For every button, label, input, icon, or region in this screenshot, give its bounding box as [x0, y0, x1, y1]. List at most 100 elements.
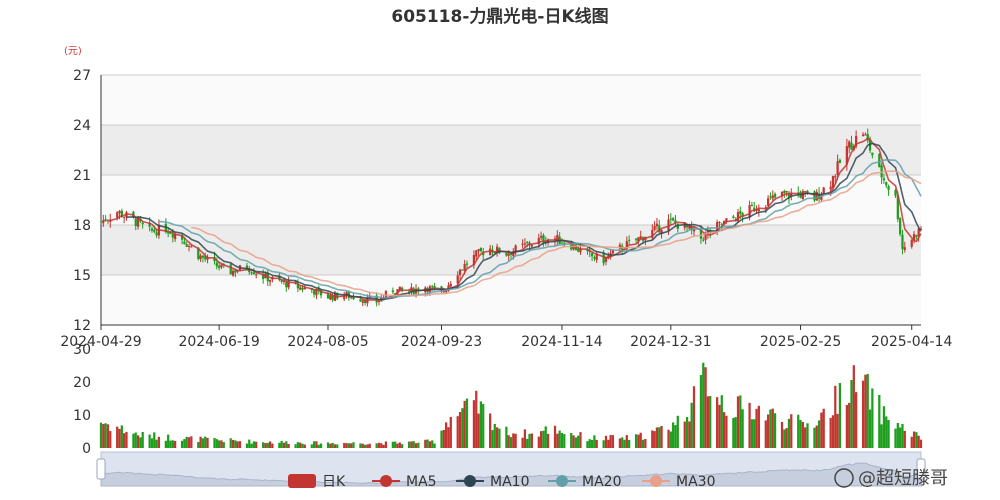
candle-body	[718, 222, 721, 224]
legend-item-ma10[interactable]: MA10	[456, 474, 529, 490]
volume-bar	[917, 435, 920, 448]
data-zoom-right-handle[interactable]	[916, 458, 926, 480]
volume-bar	[672, 422, 675, 448]
data-zoom-left-handle[interactable]	[96, 458, 106, 480]
volume-bar	[621, 437, 624, 448]
volume-bar	[396, 443, 399, 448]
volume-bar	[361, 443, 364, 448]
volume-bar	[343, 442, 346, 448]
volume-bar	[820, 412, 823, 448]
candle-body	[579, 248, 582, 253]
volume-bars	[99, 362, 923, 448]
volume-bar	[477, 413, 480, 448]
candle-body	[822, 187, 825, 194]
volume-bar	[222, 442, 225, 448]
volume-bar	[736, 396, 740, 448]
candle-body	[611, 249, 615, 254]
chart-legend[interactable]: 日K MA5 MA10 MA20 MA30	[288, 474, 715, 490]
volume-bar	[489, 413, 492, 448]
candle-body	[345, 292, 348, 296]
volume-bar	[493, 423, 496, 448]
volume-bar	[658, 427, 661, 448]
candle-body	[757, 209, 760, 211]
volume-bar	[660, 425, 663, 448]
volume-bar	[722, 412, 726, 448]
candle-body	[199, 255, 202, 260]
volume-bar	[704, 367, 707, 448]
candle-body	[245, 265, 249, 269]
volume-bar	[199, 436, 202, 448]
volume-bar	[417, 442, 420, 448]
volume-bar	[123, 433, 126, 448]
volume-bar	[463, 400, 466, 448]
legend-item-ma5[interactable]: MA5	[372, 474, 437, 490]
volume-bar	[336, 444, 339, 448]
candle-body	[861, 134, 865, 137]
candle-body	[282, 281, 286, 283]
volume-bar	[845, 405, 849, 448]
candle-body	[296, 283, 300, 289]
candle-body	[134, 218, 137, 227]
candle-body	[220, 264, 223, 268]
volume-bar	[625, 435, 628, 448]
volume-bar	[187, 437, 191, 448]
grid-band	[101, 275, 921, 325]
volume-bar	[829, 417, 832, 448]
candle-body	[255, 274, 258, 276]
volume-bar	[702, 362, 705, 448]
candle-body	[118, 210, 121, 214]
volume-bar	[461, 408, 464, 448]
candle-body	[264, 273, 267, 279]
volume-bar	[850, 380, 853, 448]
volume-bar	[838, 383, 842, 448]
volume-bar	[169, 440, 172, 448]
candle-body	[542, 235, 545, 243]
volume-bar	[544, 426, 547, 448]
volume-bar	[262, 442, 265, 448]
volume-bar	[618, 438, 621, 448]
volume-bar	[456, 416, 459, 448]
volume-bar	[106, 424, 110, 448]
volume-bar	[667, 429, 670, 448]
volume-bar	[491, 430, 494, 448]
candle-body	[215, 262, 218, 267]
volume-bar	[848, 402, 851, 448]
x-tick-label: 2025-04-14	[871, 334, 952, 350]
volume-bar	[896, 423, 899, 448]
candle-body	[910, 239, 913, 247]
candle-body	[560, 242, 564, 244]
legend-item-ma20[interactable]: MA20	[548, 474, 621, 490]
legend-item-ma30[interactable]: MA30	[642, 474, 715, 490]
candle-body	[312, 290, 316, 295]
candle-body	[173, 234, 177, 240]
y-tick-label: 18	[73, 218, 91, 234]
candle-body	[676, 223, 679, 229]
volume-bar	[380, 443, 383, 448]
candle-body	[398, 286, 401, 291]
candle-body	[780, 191, 784, 196]
volume-bar	[197, 442, 200, 448]
data-zoom-slider[interactable]	[96, 451, 926, 487]
volume-bar	[720, 395, 723, 448]
grid-band	[101, 75, 921, 125]
volume-bar	[546, 433, 550, 448]
volume-bar	[683, 421, 686, 448]
candle-body	[539, 236, 543, 238]
volume-bar	[709, 395, 712, 448]
volume-bar	[120, 425, 123, 448]
volume-bar	[410, 441, 413, 448]
candle-body	[722, 220, 726, 225]
volume-bar	[329, 443, 332, 448]
volume-bar	[653, 431, 656, 448]
candle-body	[530, 244, 533, 247]
candle-body	[495, 246, 499, 253]
volume-bar	[287, 443, 290, 448]
volume-bar	[855, 392, 858, 448]
x-tick-label: 2024-08-05	[287, 334, 368, 350]
legend-item-kline[interactable]: 日K	[288, 474, 346, 490]
candle-body	[489, 248, 492, 256]
candle-body	[831, 176, 835, 188]
volume-y-tick-label: 10	[73, 408, 91, 424]
candle-body	[285, 282, 288, 288]
candle-body	[658, 225, 661, 233]
